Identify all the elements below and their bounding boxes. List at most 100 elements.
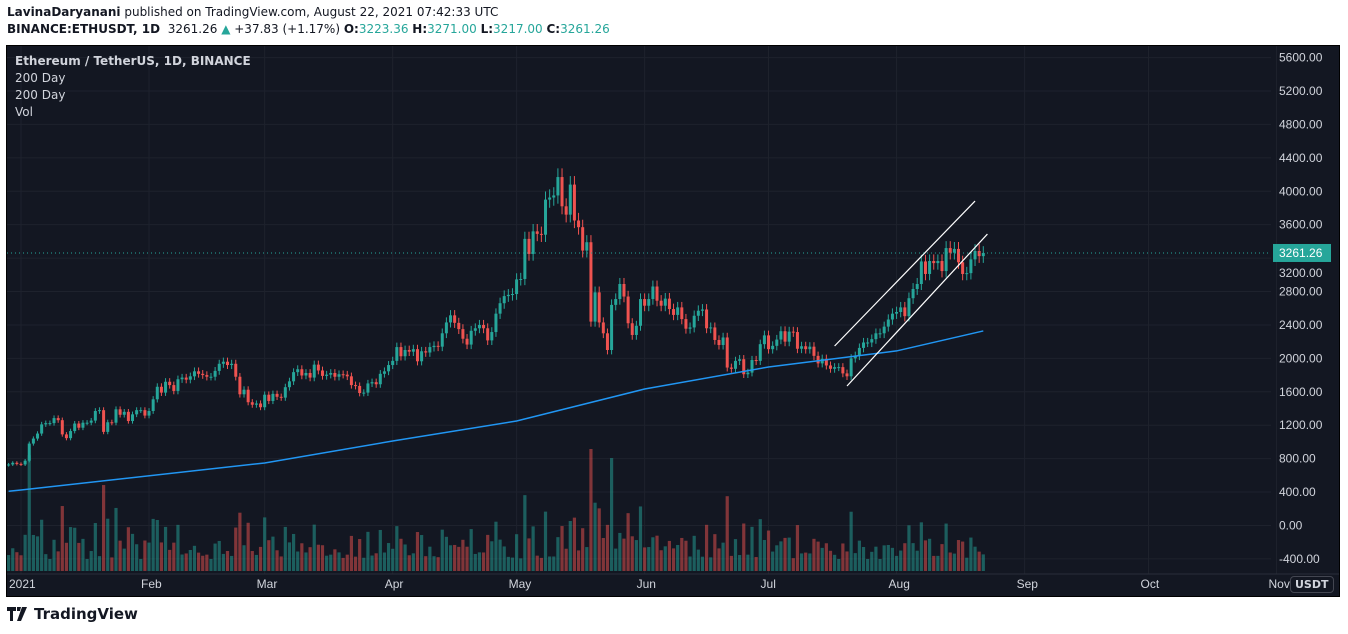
up-triangle-icon: ▲ <box>221 22 231 36</box>
volume-bar <box>605 524 610 571</box>
candle-body <box>494 313 498 333</box>
volume-bar <box>486 534 490 571</box>
volume-bar <box>791 558 795 571</box>
candle-body <box>246 389 250 403</box>
candle-body <box>510 294 514 296</box>
publish-info: LavinaDaryanani published on TradingView… <box>7 5 498 19</box>
volume-bar <box>783 537 787 571</box>
volume-bar <box>188 550 192 571</box>
volume-bar <box>213 543 217 571</box>
candle-body <box>172 385 176 391</box>
candle-body <box>577 220 581 228</box>
volume-bar <box>345 554 349 571</box>
candle-body <box>283 387 287 398</box>
volume-bar <box>172 542 176 571</box>
candle-body <box>746 372 750 375</box>
candle-body <box>845 373 849 377</box>
candle-body <box>320 370 324 376</box>
candle-body <box>316 364 320 371</box>
candle-body <box>692 315 696 328</box>
volume-bar <box>465 546 469 571</box>
volume-bar <box>655 535 659 571</box>
volume-bar <box>857 540 861 571</box>
candle-body <box>742 359 746 375</box>
candle-body <box>444 322 448 334</box>
candle-body <box>48 423 52 425</box>
price-tick-label: 4400.00 <box>1279 151 1323 165</box>
volume-bar <box>643 547 647 571</box>
candle-body <box>147 410 151 416</box>
candle-body <box>27 443 31 461</box>
candle-body <box>957 248 961 263</box>
candle-body <box>688 327 692 329</box>
candle-body <box>304 372 308 376</box>
volume-bar <box>539 557 543 571</box>
volume-bar <box>928 538 932 571</box>
volume-bar <box>853 553 857 571</box>
volume-bar <box>535 555 539 571</box>
chart-panel[interactable]: 5600.00 5200.00 4800.00 4400.00 4000.00 3600.… <box>6 45 1340 597</box>
candle-body <box>259 403 263 408</box>
volume-bar <box>742 523 746 571</box>
volume-bar <box>217 540 221 571</box>
candle-body <box>490 332 494 341</box>
volume-bar <box>411 553 415 571</box>
volume-bar <box>358 539 362 571</box>
candle-body <box>366 383 370 393</box>
candle-body <box>787 331 791 342</box>
volume-bar <box>291 533 296 571</box>
candle-body <box>118 409 122 415</box>
volume-bar <box>568 521 572 571</box>
last-price-label: 3261.26 <box>1279 246 1323 260</box>
candle-body <box>548 197 552 200</box>
volume-bar <box>287 542 292 571</box>
candle-body <box>300 369 304 376</box>
volume-bar <box>221 553 225 571</box>
volume-bar <box>651 537 655 571</box>
candle-body <box>890 313 894 320</box>
price-tick-label: 2400.00 <box>1279 318 1323 332</box>
candle-body <box>705 309 709 329</box>
candle-body <box>940 261 944 272</box>
candle-body <box>180 377 184 380</box>
volume-bar <box>787 537 791 571</box>
candle-body <box>932 261 936 264</box>
volume-bar <box>717 548 721 571</box>
legend-ma-2[interactable]: 200 Day <box>15 88 66 102</box>
candle-body <box>473 328 477 331</box>
volume-bar <box>56 551 60 571</box>
publisher-name[interactable]: LavinaDaryanani <box>7 5 121 19</box>
tradingview-logo[interactable]: TradingView <box>7 605 138 623</box>
volume-bar <box>250 551 254 571</box>
volume-bar <box>386 543 391 571</box>
price-tick-label: 2800.00 <box>1279 285 1323 299</box>
candle-body <box>775 339 779 346</box>
candle-body <box>936 261 940 264</box>
candle-body <box>358 385 362 394</box>
price-chart[interactable]: 5600.00 5200.00 4800.00 4400.00 4000.00 3600.… <box>7 46 1339 596</box>
currency-button[interactable]: USDT <box>1290 576 1334 593</box>
volume-bar <box>122 548 126 571</box>
candle-body <box>217 363 221 371</box>
volume-bar <box>903 543 907 571</box>
volume-bar <box>560 526 564 571</box>
volume-bar <box>923 540 928 571</box>
volume-bar <box>469 529 473 571</box>
volume-bar <box>952 553 956 571</box>
symbol-info: BINANCE:ETHUSDT, 1D 3261.26 ▲ +37.83 (+1… <box>7 22 610 36</box>
candle-body <box>226 361 229 366</box>
candle-body <box>659 300 663 306</box>
volume-bar <box>85 559 89 571</box>
volume-bar <box>118 540 122 571</box>
open-label: O: <box>343 22 359 36</box>
legend-volume[interactable]: Vol <box>15 105 33 119</box>
candle-body <box>391 360 395 366</box>
candle-body <box>60 420 64 435</box>
price-tick-label: 800.00 <box>1279 452 1316 466</box>
legend-ma-1[interactable]: 200 Day <box>15 71 66 85</box>
volume-bar <box>849 511 853 571</box>
candle-body <box>973 250 977 260</box>
volume-bar <box>341 557 345 571</box>
volume-bar <box>77 542 81 571</box>
candle-body <box>329 372 333 375</box>
